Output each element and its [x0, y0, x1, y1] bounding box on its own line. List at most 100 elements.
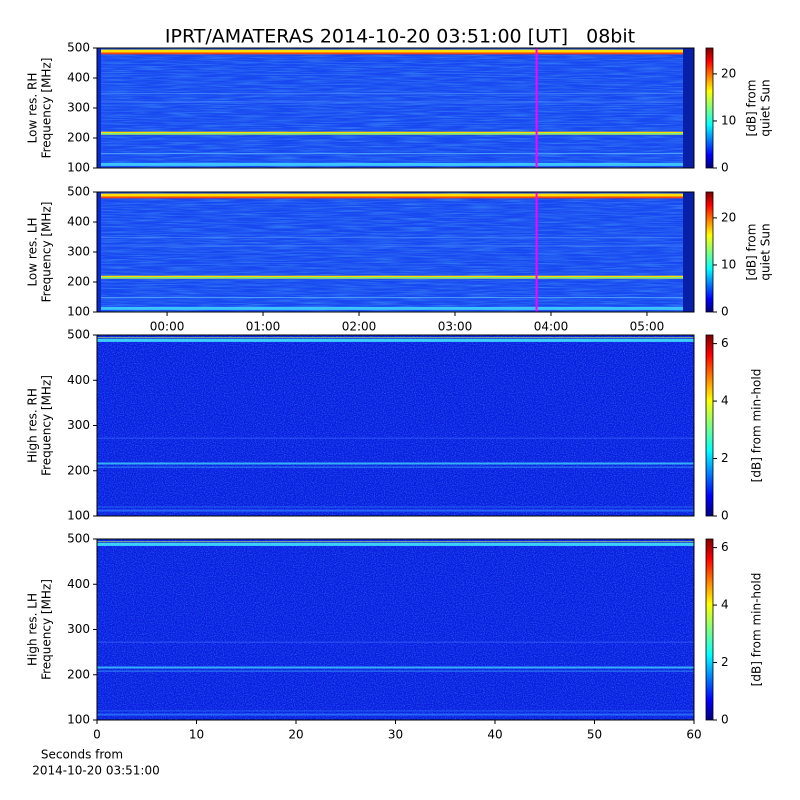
spectrogram-band: [97, 52, 694, 55]
x-tick-label: 20: [288, 728, 303, 742]
x-tick-label: 60: [686, 728, 701, 742]
spectrogram-band: [97, 338, 694, 342]
colorbar-label: quiet Sun: [759, 79, 773, 136]
y-tick-label: 400: [67, 71, 90, 85]
y-tick-label: 200: [67, 275, 90, 289]
colorbar-label: quiet Sun: [759, 223, 773, 280]
y-tick-label: 100: [67, 161, 90, 175]
spectrogram-band: [97, 196, 694, 199]
spectrogram-edge: [683, 192, 694, 312]
colorbar-tick-label: 0: [721, 305, 729, 319]
spectrogram-band: [97, 49, 694, 54]
y-axis-label: Frequency [MHz]: [40, 58, 54, 159]
colorbar: [705, 334, 714, 517]
spectrogram-band: [97, 277, 694, 279]
spectrogram-band: [97, 713, 694, 716]
spectrogram-band: [97, 237, 694, 239]
y-tick-label: 200: [67, 463, 90, 477]
y-tick-label: 500: [67, 328, 90, 342]
y-tick-label: 400: [67, 373, 90, 387]
spectrogram-band: [97, 245, 694, 247]
spectrogram-edge: [97, 192, 101, 312]
colorbar: [705, 191, 714, 313]
spectrogram-noise: [97, 335, 694, 516]
x-tick-label: 40: [487, 728, 502, 742]
spectrogram-band: [97, 306, 694, 310]
spectrogram-edge: [683, 48, 694, 168]
spectrogram-band: [97, 466, 694, 468]
spectrogram-noise: [97, 48, 694, 168]
y-tick-label: 200: [67, 667, 90, 681]
spectrogram-band: [97, 275, 694, 279]
spectrogram-band: [97, 541, 694, 543]
y-tick-label: 100: [67, 509, 90, 523]
y-tick-label: 500: [67, 185, 90, 199]
spectrogram-band: [97, 641, 694, 643]
y-axis-label: Low res. LH: [26, 217, 40, 286]
spectrogram-band: [97, 666, 694, 669]
colorbar-tick-label: 2: [721, 451, 729, 465]
spectrogram-noise: [97, 192, 694, 312]
x-tick-label: 10: [189, 728, 204, 742]
spectrogram-band: [97, 337, 694, 339]
x-tick-label: 0: [93, 728, 101, 742]
colorbar-tick-label: 20: [721, 66, 736, 80]
x-tick-label: 04:00: [534, 320, 569, 334]
colorbar-tick-label: 0: [721, 713, 729, 727]
spectrogram-band: [97, 542, 694, 546]
spectrogram-noise: [97, 539, 694, 720]
colorbar-tick-label: 10: [721, 113, 736, 127]
colorbar-tick-label: 6: [721, 540, 729, 554]
colorbar: [705, 47, 714, 169]
colorbar-tick-label: 2: [721, 655, 729, 669]
colorbar-tick-label: 4: [721, 394, 729, 408]
spectrogram-band: [97, 153, 694, 155]
colorbar-label: [dB] from min-hold: [750, 573, 764, 687]
x-tick-label: 03:00: [438, 320, 473, 334]
x-tick-label: 30: [388, 728, 403, 742]
colorbar-label: [dB] from min-hold: [750, 369, 764, 483]
colorbar-label: [dB] from: [745, 224, 759, 281]
y-axis-label: High res. LH: [26, 593, 40, 666]
colorbar-tick-label: 4: [721, 598, 729, 612]
spectrogram-band: [97, 133, 694, 135]
spectrogram-band: [97, 193, 694, 198]
x-axis-label: 2014-10-20 03:51:00: [32, 764, 159, 778]
colorbar-tick-label: 0: [721, 509, 729, 523]
y-axis-label: Frequency [MHz]: [40, 202, 54, 303]
spectrogram-band: [97, 162, 694, 166]
y-axis-label: Frequency [MHz]: [40, 579, 54, 680]
spectrogram-band: [97, 710, 694, 712]
x-tick-label: 50: [587, 728, 602, 742]
y-axis-label: High res. RH: [26, 388, 40, 463]
colorbar-tick-label: 20: [721, 210, 736, 224]
colorbar: [705, 538, 714, 721]
spectrogram-band: [97, 506, 694, 508]
colorbar-tick-label: 10: [721, 257, 736, 271]
y-tick-label: 300: [67, 622, 90, 636]
x-tick-label: 00:00: [150, 320, 185, 334]
y-tick-label: 400: [67, 577, 90, 591]
y-axis-label: Frequency [MHz]: [40, 375, 54, 476]
y-tick-label: 300: [67, 101, 90, 115]
colorbar-label: [dB] from: [745, 80, 759, 137]
spectrogram-band: [97, 297, 694, 299]
y-tick-label: 200: [67, 131, 90, 145]
x-tick-label: 01:00: [246, 320, 281, 334]
y-tick-label: 100: [67, 713, 90, 727]
spectrogram-band: [97, 131, 694, 135]
colorbar-tick-label: 6: [721, 336, 729, 350]
y-tick-label: 100: [67, 305, 90, 319]
figure-title: IPRT/AMATERAS 2014-10-20 03:51:00 [UT] 0…: [165, 26, 635, 48]
x-tick-label: 02:00: [342, 320, 377, 334]
y-tick-label: 500: [67, 532, 90, 546]
spectrogram-edge: [97, 48, 101, 168]
spectrogram-band: [97, 101, 694, 103]
y-tick-label: 500: [67, 41, 90, 55]
colorbar-tick-label: 0: [721, 161, 729, 175]
spectrogram-band: [97, 93, 694, 95]
x-axis-label: Seconds from: [41, 748, 123, 762]
spectrogram-band: [97, 670, 694, 672]
y-axis-label: Low res. RH: [26, 73, 40, 144]
